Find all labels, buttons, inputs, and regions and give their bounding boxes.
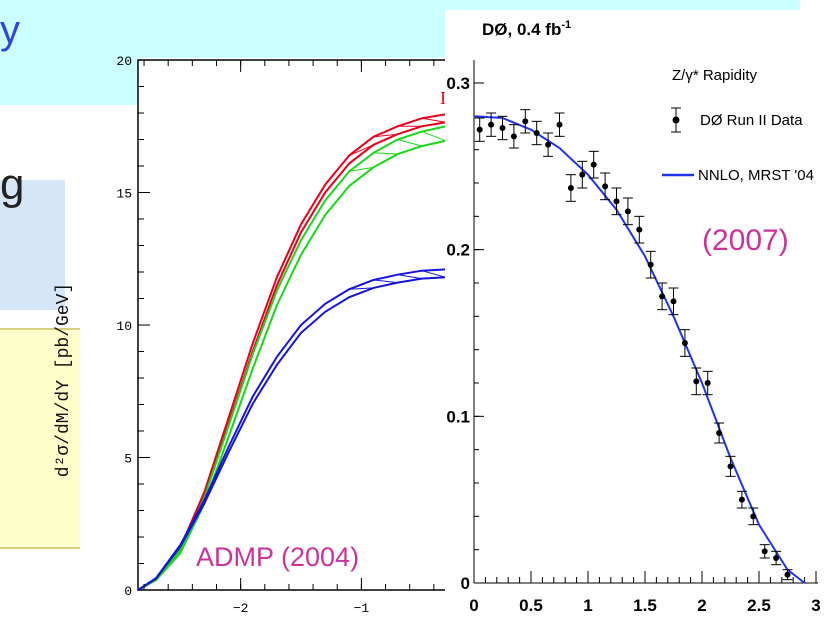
blue-curve	[137, 267, 459, 591]
left-y-tick-label: 0	[124, 584, 132, 599]
left-x-tick-label: −2	[233, 601, 249, 616]
blue-curve-hatch	[421, 270, 447, 278]
green-curve-hatch	[397, 139, 422, 147]
left-y-tick-label: 5	[124, 452, 132, 467]
red-curve-hatch	[421, 117, 447, 123]
left-x-tick-label: −1	[354, 601, 370, 616]
slide-text-box	[0, 180, 65, 310]
slide-title-fragment: y	[0, 8, 20, 52]
slide-text-fragment: g	[0, 160, 25, 209]
green-curve-hatch	[421, 131, 447, 142]
left-y-tick-label: 20	[116, 54, 132, 69]
red-curve-hatch	[373, 133, 398, 138]
blue-curve-lower	[137, 275, 459, 591]
left-plot-background	[138, 58, 448, 593]
red-curve-hatch	[349, 144, 374, 156]
left-corner-mark: I	[440, 88, 446, 108]
left-annotation: ADMP (2004)	[196, 542, 359, 572]
blue-curve-hatch	[397, 274, 422, 280]
blue-curve-hatch	[349, 287, 374, 290]
left-ylabel: d²σ/dM/dY [pb/GeV]	[54, 283, 74, 477]
slide-note-box	[0, 328, 80, 549]
left-y-tick-label: 10	[116, 319, 132, 334]
green-curve-lower	[137, 139, 458, 591]
left-y-tick-label: 15	[116, 187, 132, 202]
blue-curve-hatch	[373, 279, 398, 284]
green-curve-hatch	[373, 152, 398, 155]
green-curve-hatch	[349, 166, 374, 172]
